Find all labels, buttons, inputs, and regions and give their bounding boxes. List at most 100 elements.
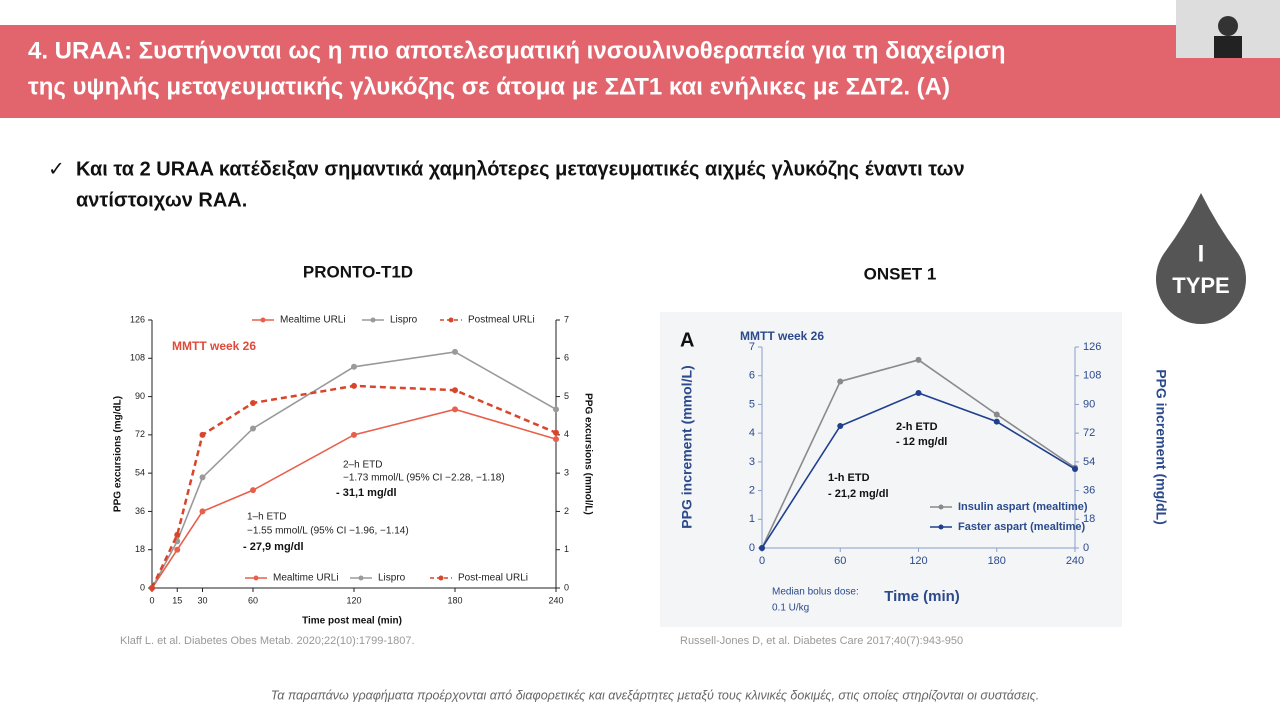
annotation: - 12 mg/dl	[896, 436, 947, 448]
data-point	[553, 406, 559, 413]
logo-text: TYPE	[1172, 273, 1229, 298]
data-point	[1072, 466, 1078, 473]
logo-drop	[1156, 193, 1246, 325]
data-point	[915, 389, 922, 396]
y2-tick-label: 108	[1083, 370, 1101, 382]
annotation: Median bolus dose:	[772, 587, 859, 598]
y2-axis-label: PPG excursions (mmol/L)	[582, 393, 593, 515]
y2-axis-label: PPG increment (mg/dL)	[1153, 369, 1169, 525]
data-point	[250, 425, 256, 432]
x-tick-label: 180	[988, 555, 1006, 567]
data-point	[553, 436, 559, 443]
data-point	[759, 545, 765, 551]
legend-label: Mealtime URLi	[273, 573, 339, 584]
data-point	[351, 431, 357, 438]
legend-label: Insulin aspart (mealtime)	[958, 501, 1088, 513]
annotation: - 21,2 mg/dl	[828, 488, 889, 500]
data-point	[174, 546, 181, 553]
data-point	[553, 429, 559, 436]
y2-tick-label: 72	[1083, 427, 1095, 439]
y-tick-label: 4	[749, 427, 755, 439]
chart-panel	[660, 312, 1122, 627]
y2-tick-label: 2	[564, 506, 569, 516]
data-point	[993, 411, 1000, 418]
y-tick-label: 54	[135, 468, 145, 478]
legend-label: Postmeal URLi	[468, 315, 535, 326]
y2-tick-label: 5	[564, 391, 569, 401]
citation: Klaff L. et al. Diabetes Obes Metab. 202…	[120, 635, 415, 647]
y-tick-label: 18	[135, 544, 145, 554]
data-point	[452, 406, 458, 413]
data-point	[452, 348, 458, 355]
y2-tick-label: 126	[1083, 341, 1101, 353]
data-point	[351, 363, 357, 370]
x-tick-label: 60	[248, 595, 258, 605]
header-band	[0, 25, 1280, 118]
citation: Russell-Jones D, et al. Diabetes Care 20…	[680, 635, 963, 647]
legend-marker	[358, 575, 364, 581]
x-tick-label: 120	[346, 595, 361, 605]
data-point	[250, 399, 256, 406]
annotation: MMTT week 26	[740, 329, 824, 343]
x-tick-label: 0	[759, 555, 765, 567]
legend-label: Lispro	[378, 573, 406, 584]
data-point	[250, 487, 256, 494]
y-tick-label: 36	[135, 506, 145, 516]
annotation: 1–h ETD	[247, 512, 286, 523]
y2-tick-label: 1	[564, 544, 569, 554]
x-tick-label: 120	[909, 555, 927, 567]
legend-marker	[370, 317, 376, 323]
legend-marker	[938, 504, 944, 510]
data-point	[452, 387, 458, 394]
chart-title: PRONTO-T1D	[303, 262, 413, 281]
x-tick-label: 240	[1066, 555, 1084, 567]
x-tick-label: 60	[834, 555, 846, 567]
y-axis-label: PPG increment (mmol/L)	[679, 365, 695, 528]
y2-tick-label: 3	[564, 468, 569, 478]
x-tick-label: 180	[447, 595, 462, 605]
check-mark: ✓	[48, 158, 65, 180]
legend-label: Mealtime URLi	[280, 315, 346, 326]
y2-tick-label: 0	[564, 582, 569, 592]
data-point	[199, 431, 206, 438]
y2-tick-label: 4	[564, 429, 569, 439]
y-tick-label: 3	[749, 456, 755, 468]
data-point	[915, 356, 922, 363]
y-tick-label: 7	[749, 341, 755, 353]
legend-label: Post-meal URLi	[458, 573, 528, 584]
legend-label: Faster aspart (mealtime)	[958, 521, 1085, 533]
x-axis-label: Time (min)	[884, 588, 960, 605]
legend-marker	[448, 317, 454, 323]
data-point	[993, 418, 1000, 425]
data-point	[199, 474, 206, 481]
y-tick-label: 6	[749, 370, 755, 382]
annotation: −1.73 mmol/L (95% CI −2.28, −1.18)	[343, 473, 505, 484]
y-tick-label: 0	[140, 582, 145, 592]
y-tick-label: 5	[749, 398, 755, 410]
annotation: MMTT week 26	[172, 339, 256, 353]
x-tick-label: 240	[548, 595, 563, 605]
annotation: 0.1 U/kg	[772, 603, 809, 614]
y-tick-label: 1	[749, 513, 755, 525]
data-point	[149, 585, 155, 591]
logo-text: I	[1198, 240, 1205, 267]
y-tick-label: 90	[135, 391, 145, 401]
y-tick-label: 126	[130, 314, 145, 324]
y2-tick-label: 90	[1083, 398, 1095, 410]
y2-tick-label: 54	[1083, 456, 1095, 468]
legend-marker	[938, 524, 944, 530]
y-axis-label: PPG excursions (mg/dL)	[113, 396, 124, 512]
legend-marker	[260, 317, 266, 323]
y2-tick-label: 36	[1083, 484, 1095, 496]
data-point	[174, 531, 181, 538]
header-title: 4. URAA: Συστήνονται ως η πιο αποτελεσμα…	[28, 37, 1006, 64]
y-tick-label: 72	[135, 429, 145, 439]
annotation: - 31,1 mg/dl	[336, 487, 397, 499]
data-point	[837, 422, 844, 429]
y2-tick-label: 7	[564, 314, 569, 324]
x-axis-label: Time post meal (min)	[302, 616, 402, 627]
x-tick-label: 15	[172, 595, 182, 605]
y2-tick-label: 18	[1083, 513, 1095, 525]
